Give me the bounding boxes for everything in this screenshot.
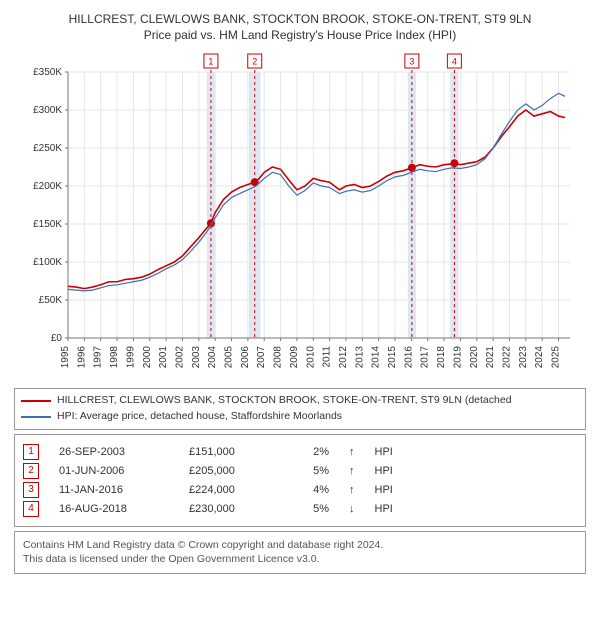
svg-text:1: 1	[208, 57, 213, 67]
event-price: £151,000	[189, 446, 269, 458]
svg-text:2013: 2013	[354, 346, 365, 369]
chart-title-line1: HILLCREST, CLEWLOWS BANK, STOCKTON BROOK…	[10, 12, 590, 26]
event-pct: 2%	[289, 446, 329, 458]
event-number-box: 3	[23, 482, 39, 498]
event-number-box: 4	[23, 501, 39, 517]
event-vs-label: HPI	[375, 465, 393, 477]
event-vs-label: HPI	[375, 484, 393, 496]
svg-text:1998: 1998	[109, 346, 120, 369]
event-number-box: 1	[23, 444, 39, 460]
svg-text:2023: 2023	[518, 346, 529, 369]
svg-text:2016: 2016	[403, 346, 414, 369]
svg-text:2015: 2015	[387, 346, 398, 369]
event-vs-label: HPI	[375, 446, 393, 458]
svg-text:2002: 2002	[174, 346, 185, 369]
event-row: 3 11-JAN-2016 £224,000 4% ↑ HPI	[23, 482, 577, 498]
svg-text:4: 4	[452, 57, 457, 67]
svg-text:2001: 2001	[158, 346, 169, 369]
svg-text:£250K: £250K	[33, 143, 62, 154]
svg-text:2006: 2006	[240, 346, 251, 369]
event-date: 26-SEP-2003	[59, 446, 169, 458]
event-date: 01-JUN-2006	[59, 465, 169, 477]
event-price: £230,000	[189, 503, 269, 515]
svg-text:2024: 2024	[534, 346, 545, 369]
event-arrow-icon: ↑	[349, 465, 355, 477]
svg-text:2025: 2025	[551, 346, 562, 369]
event-price: £205,000	[189, 465, 269, 477]
svg-text:£100K: £100K	[33, 257, 62, 268]
svg-text:2011: 2011	[322, 346, 333, 368]
event-row: 2 01-JUN-2006 £205,000 5% ↑ HPI	[23, 463, 577, 479]
chart-title-line2: Price paid vs. HM Land Registry's House …	[10, 28, 590, 42]
legend-label: HILLCREST, CLEWLOWS BANK, STOCKTON BROOK…	[57, 393, 512, 409]
svg-text:1995: 1995	[60, 346, 71, 369]
svg-text:2007: 2007	[256, 346, 267, 369]
svg-text:2005: 2005	[224, 346, 235, 369]
event-row: 1 26-SEP-2003 £151,000 2% ↑ HPI	[23, 444, 577, 460]
legend-label: HPI: Average price, detached house, Staf…	[57, 409, 342, 425]
svg-text:2003: 2003	[191, 346, 202, 369]
event-row: 4 16-AUG-2018 £230,000 5% ↓ HPI	[23, 501, 577, 517]
event-pct: 4%	[289, 484, 329, 496]
event-number-box: 2	[23, 463, 39, 479]
svg-text:1997: 1997	[93, 346, 104, 369]
svg-text:2017: 2017	[420, 346, 431, 369]
svg-text:2014: 2014	[371, 346, 382, 369]
attribution-line: Contains HM Land Registry data © Crown c…	[23, 538, 577, 553]
svg-text:£150K: £150K	[33, 219, 62, 230]
svg-text:3: 3	[409, 57, 414, 67]
svg-text:2021: 2021	[485, 346, 496, 369]
svg-text:2019: 2019	[452, 346, 463, 369]
events-table: 1 26-SEP-2003 £151,000 2% ↑ HPI 2 01-JUN-2006 £2…	[14, 434, 586, 527]
event-pct: 5%	[289, 503, 329, 515]
svg-text:£0: £0	[51, 333, 63, 344]
svg-text:2004: 2004	[207, 346, 218, 369]
event-arrow-icon: ↓	[349, 503, 355, 515]
svg-text:2020: 2020	[469, 346, 480, 369]
svg-text:1996: 1996	[76, 346, 87, 369]
svg-text:£200K: £200K	[33, 181, 62, 192]
svg-text:1999: 1999	[125, 346, 136, 369]
legend-row: HPI: Average price, detached house, Staf…	[21, 409, 579, 425]
svg-text:2008: 2008	[273, 346, 284, 369]
svg-text:2010: 2010	[305, 346, 316, 369]
attribution-line: This data is licensed under the Open Gov…	[23, 552, 577, 567]
event-date: 11-JAN-2016	[59, 484, 169, 496]
price-chart: £0 £50K £100K £150K £200K £250K £300K £350K 1995…	[20, 50, 580, 380]
event-date: 16-AUG-2018	[59, 503, 169, 515]
event-arrow-icon: ↑	[349, 446, 355, 458]
svg-text:2022: 2022	[501, 346, 512, 369]
legend: HILLCREST, CLEWLOWS BANK, STOCKTON BROOK…	[14, 388, 586, 430]
svg-text:£50K: £50K	[39, 295, 63, 306]
event-vs-label: HPI	[375, 503, 393, 515]
event-price: £224,000	[189, 484, 269, 496]
svg-text:2000: 2000	[142, 346, 153, 369]
event-arrow-icon: ↑	[349, 484, 355, 496]
svg-text:£300K: £300K	[33, 105, 62, 116]
svg-text:2: 2	[252, 57, 257, 67]
event-pct: 5%	[289, 465, 329, 477]
svg-text:2009: 2009	[289, 346, 300, 369]
legend-swatch	[21, 416, 51, 418]
svg-text:£350K: £350K	[33, 67, 62, 78]
svg-text:2012: 2012	[338, 346, 349, 369]
legend-row: HILLCREST, CLEWLOWS BANK, STOCKTON BROOK…	[21, 393, 579, 409]
svg-text:2018: 2018	[436, 346, 447, 369]
attribution: Contains HM Land Registry data © Crown c…	[14, 531, 586, 574]
legend-swatch	[21, 400, 51, 402]
